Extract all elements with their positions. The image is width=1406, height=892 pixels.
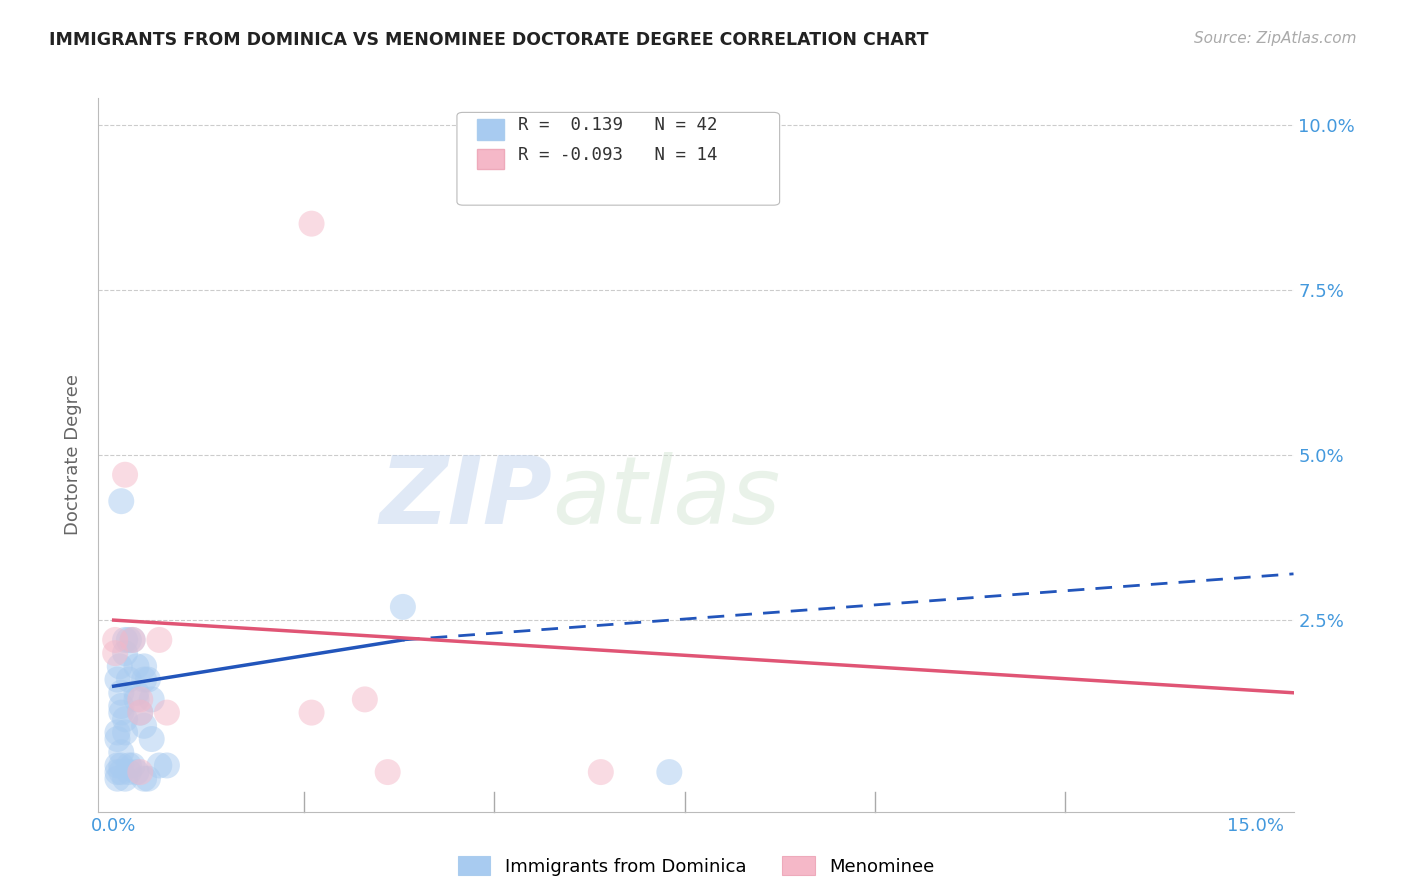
Text: atlas: atlas — [553, 452, 780, 543]
Point — [377, 765, 399, 780]
Point — [118, 673, 141, 687]
Point — [125, 765, 148, 780]
Point — [110, 686, 132, 700]
FancyBboxPatch shape — [477, 149, 503, 169]
Point — [589, 765, 612, 780]
Point — [110, 698, 132, 713]
Point — [107, 758, 129, 772]
Point — [114, 632, 136, 647]
Point — [110, 745, 132, 759]
Point — [110, 706, 132, 720]
Point — [392, 599, 415, 614]
Point — [107, 725, 129, 739]
Point — [110, 758, 132, 772]
Text: R = -0.093   N = 14: R = -0.093 N = 14 — [517, 145, 717, 164]
Point — [118, 632, 141, 647]
Point — [107, 732, 129, 747]
Legend: Immigrants from Dominica, Menominee: Immigrants from Dominica, Menominee — [449, 847, 943, 885]
Point — [125, 659, 148, 673]
Point — [141, 732, 163, 747]
Point — [118, 758, 141, 772]
Point — [301, 217, 323, 231]
Point — [132, 659, 155, 673]
Point — [110, 765, 132, 780]
Text: ZIP: ZIP — [380, 451, 553, 544]
Point — [129, 765, 152, 780]
Point — [110, 494, 132, 508]
Point — [121, 632, 143, 647]
Point — [121, 632, 143, 647]
Point — [114, 646, 136, 660]
Y-axis label: Doctorate Degree: Doctorate Degree — [65, 375, 83, 535]
Point — [156, 706, 179, 720]
Point — [125, 686, 148, 700]
Point — [148, 632, 170, 647]
Point — [136, 772, 159, 786]
Point — [353, 692, 375, 706]
FancyBboxPatch shape — [477, 120, 503, 139]
FancyBboxPatch shape — [457, 112, 780, 205]
Point — [125, 692, 148, 706]
Text: R =  0.139   N = 42: R = 0.139 N = 42 — [517, 116, 717, 134]
Point — [114, 725, 136, 739]
Point — [132, 673, 155, 687]
Point — [132, 772, 155, 786]
Text: Source: ZipAtlas.com: Source: ZipAtlas.com — [1194, 31, 1357, 46]
Point — [141, 692, 163, 706]
Point — [107, 673, 129, 687]
Point — [148, 758, 170, 772]
Text: IMMIGRANTS FROM DOMINICA VS MENOMINEE DOCTORATE DEGREE CORRELATION CHART: IMMIGRANTS FROM DOMINICA VS MENOMINEE DO… — [49, 31, 929, 49]
Point — [658, 765, 681, 780]
Point — [301, 706, 323, 720]
Point — [129, 692, 152, 706]
Point — [114, 712, 136, 726]
Point — [107, 765, 129, 780]
Point — [107, 772, 129, 786]
Point — [114, 467, 136, 482]
Point — [114, 772, 136, 786]
Point — [104, 646, 127, 660]
Point — [121, 758, 143, 772]
Point — [156, 758, 179, 772]
Point — [136, 673, 159, 687]
Point — [104, 632, 127, 647]
Point — [129, 706, 152, 720]
Point — [108, 659, 131, 673]
Point — [132, 719, 155, 733]
Point — [129, 706, 152, 720]
Point — [118, 765, 141, 780]
